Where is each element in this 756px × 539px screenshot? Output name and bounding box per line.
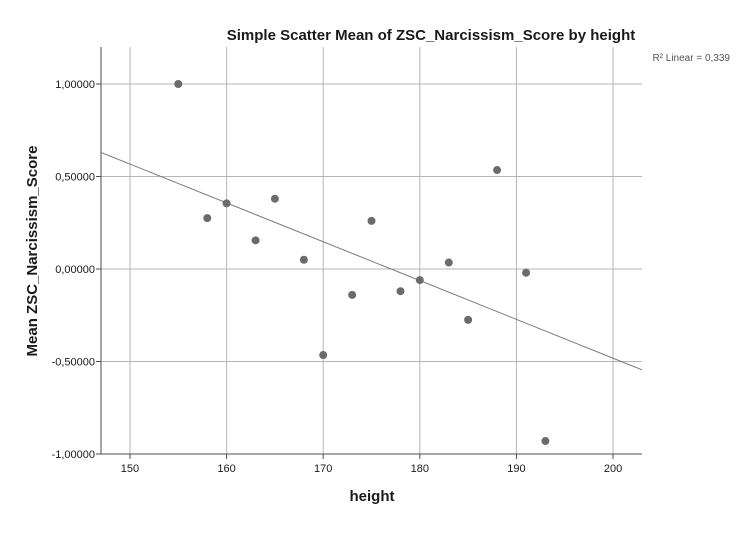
r-squared-annotation: R² Linear = 0,339	[652, 53, 730, 64]
chart-title: Simple Scatter Mean of ZSC_Narcissism_Sc…	[227, 27, 635, 44]
scatter-point	[348, 290, 357, 299]
scatter-point	[464, 315, 473, 324]
grid-lines	[101, 47, 642, 455]
scatter-point	[415, 276, 424, 285]
y-tick-label: -0,50000	[52, 357, 95, 369]
y-axis-label: Mean ZSC_Narcissism_Score	[24, 146, 41, 357]
x-axis-label: height	[350, 488, 395, 505]
scatter-point	[174, 80, 183, 88]
fit-line-group	[100, 151, 643, 371]
scatter-point	[319, 351, 328, 360]
linear-fit-line	[100, 151, 643, 371]
x-tick-label: 190	[507, 463, 525, 475]
x-tick-label: 150	[121, 463, 139, 475]
x-tick-label: 180	[411, 463, 429, 475]
y-tick-label: 0,50000	[55, 172, 95, 184]
y-tick-label: -1,00000	[52, 449, 95, 461]
scatter-point	[444, 258, 453, 267]
scatter-point	[541, 437, 550, 446]
scatter-point	[270, 194, 279, 203]
y-tick-label: 1,00000	[55, 79, 95, 91]
y-tick-label: 0,00000	[55, 264, 95, 276]
x-tick-label: 200	[604, 463, 622, 475]
scatter-point	[396, 287, 405, 296]
scatter-point	[251, 236, 260, 245]
scatter-point	[493, 166, 502, 175]
scatter-point	[203, 214, 212, 223]
scatter-point	[367, 216, 376, 225]
data-points	[174, 80, 550, 446]
x-tick-label: 160	[217, 463, 235, 475]
scatter-point	[522, 268, 531, 277]
x-tick-label: 170	[314, 463, 332, 475]
scatter-point	[222, 199, 231, 208]
axes	[96, 47, 642, 459]
scatter-point	[299, 255, 308, 264]
tick-labels: 150 160 170 180 190 200 1,00000 0,50000 0,00000 -…	[52, 79, 623, 475]
